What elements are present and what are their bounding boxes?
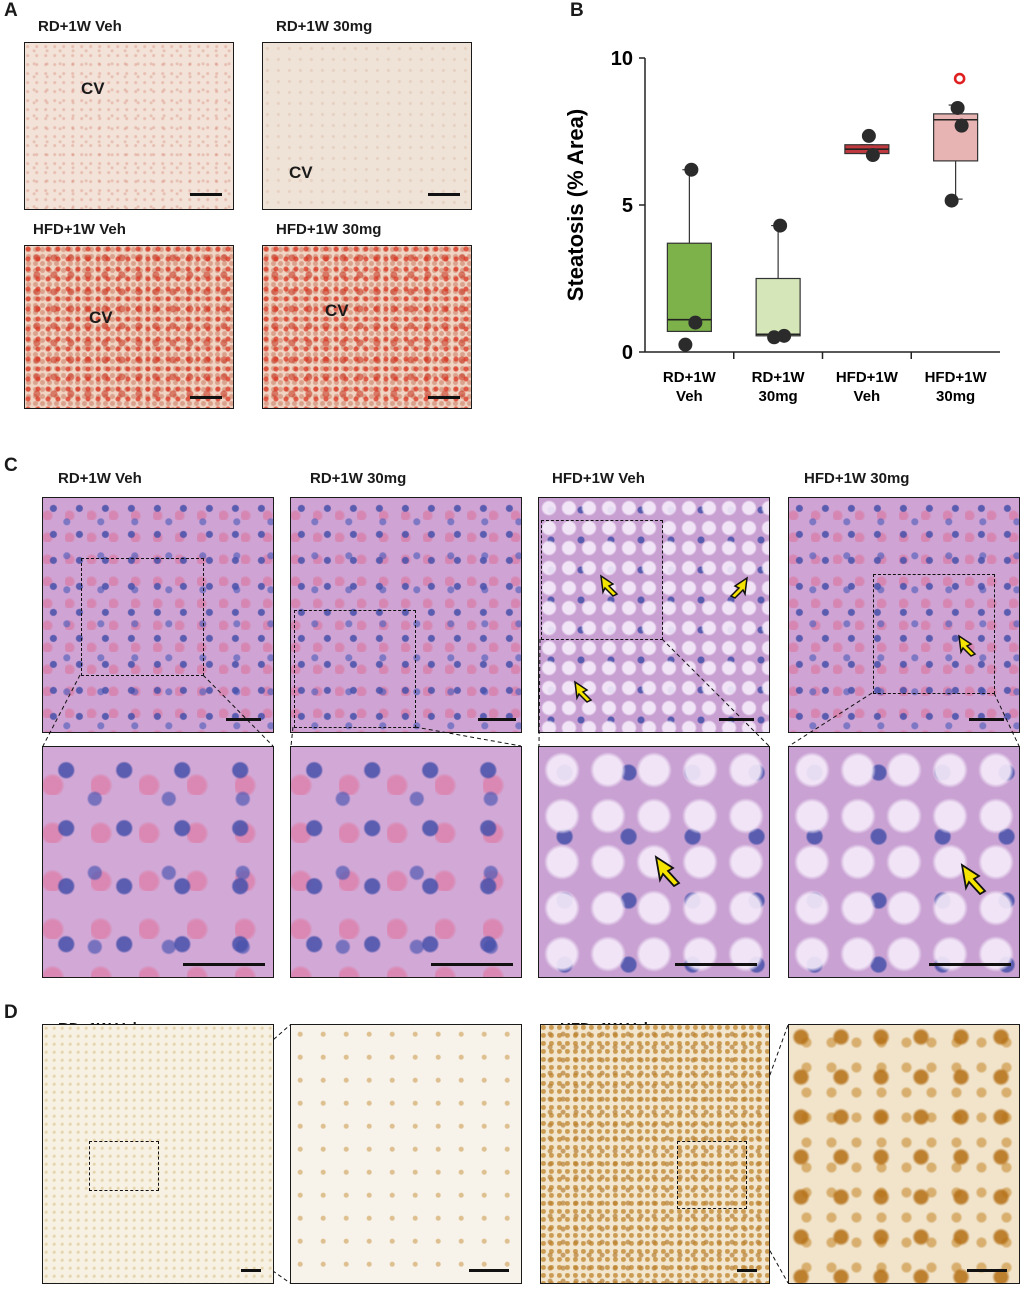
inflammatory-foci-arrow [958,634,977,657]
central-vein-label: CV [81,79,105,98]
inflammatory-foci-arrow [600,574,619,597]
scale-bar [719,718,754,721]
he-image-hfd-30mg [788,497,1020,733]
x-tick-label: Veh [854,388,881,405]
x-tick-label: HFD+1W [925,369,988,386]
scale-bar [675,963,757,966]
x-tick-label: 30mg [936,388,975,405]
steatosis-boxplot: Steatosis (% Area) 0 5 10 RD+1W Veh RD+1W 30m… [563,48,1000,405]
oro-image-rd-veh: CV [24,42,234,210]
data-point [954,118,969,133]
he-image-hfd-veh [538,497,770,733]
box-group [844,128,890,163]
x-tick-label: Veh [676,388,703,405]
he-image-rd-veh [42,497,274,733]
scale-bar [431,963,513,966]
dab-image-rd-veh [42,1024,274,1284]
central-vein-label: CV [289,163,313,182]
scale-bar [737,1269,757,1272]
data-point [688,315,703,330]
x-tick-label: RD+1W [752,369,806,386]
x-tick-label: HFD+1W [836,369,899,386]
box-iqr [755,277,801,337]
zoom-region-box [89,1141,159,1191]
data-point [678,337,693,352]
scale-bar [929,963,1011,966]
panel-d-letter: D [4,1002,18,1023]
zoom-region-box [873,574,995,694]
panel-c-letter: C [4,455,18,476]
panel-c-label-4: HFD+1W 30mg [804,470,910,487]
panel-a-label-2: RD+1W 30mg [276,18,373,35]
central-vein-label: CV [89,308,113,327]
panel-a-label-4: HFD+1W 30mg [276,221,382,238]
panel-a-label-3: HFD+1W Veh [33,221,126,238]
zoom-region-box [294,610,416,728]
zoom-region-box [541,520,663,640]
scale-bar [183,963,265,966]
panel-c-label-3: HFD+1W Veh [552,470,645,487]
box-group [933,72,979,208]
dab-zoom-hfd-veh [788,1024,1020,1284]
x-tick-label: 30mg [759,388,798,405]
x-tick-label: RD+1W [663,369,717,386]
dab-image-hfd-veh [540,1024,770,1284]
oro-image-hfd-veh: CV [24,245,234,409]
y-tick-label: 0 [622,342,633,364]
y-tick-label: 10 [611,48,633,70]
oro-image-rd-30mg: CV [262,42,472,210]
scale-bar [241,1269,261,1272]
data-point [950,100,965,115]
scale-bar [469,1269,509,1272]
y-tick-label: 5 [622,195,633,217]
inflammatory-foci-arrow [960,863,987,895]
scale-bar [428,193,460,196]
scale-bar [478,718,516,721]
he-zoom-rd-veh [42,746,274,978]
scale-bar [226,718,261,721]
zoom-region-box [677,1141,747,1209]
scale-bar [190,396,222,399]
he-image-rd-30mg [290,497,522,733]
data-point [773,218,788,233]
outlier-point [953,72,966,85]
zoom-region-box [81,558,204,676]
oro-image-hfd-30mg: CV [262,245,472,409]
data-point [944,193,959,208]
data-point [767,330,782,345]
scale-bar [190,193,222,196]
box-group [666,162,712,352]
he-zoom-rd-30mg [290,746,522,978]
data-point [684,162,699,177]
panel-c-label-2: RD+1W 30mg [310,470,407,487]
he-zoom-hfd-30mg [788,746,1020,978]
box-iqr [933,113,979,162]
y-axis-label: Steatosis (% Area) [563,109,588,301]
scale-bar [428,396,460,399]
dab-zoom-rd-veh [290,1024,522,1284]
inflammatory-foci-arrow [729,576,748,599]
panel-b-letter: B [570,0,584,21]
he-zoom-hfd-veh [538,746,770,978]
scale-bar [967,1269,1007,1272]
panel-c-label-1: RD+1W Veh [58,470,142,487]
data-point [861,128,876,143]
box-group [755,218,801,345]
inflammatory-foci-arrow [654,855,681,887]
panel-a-letter: A [4,0,18,21]
panel-a-label-1: RD+1W Veh [38,18,122,35]
inflammatory-foci-arrow [574,680,593,703]
data-point [865,148,880,163]
scale-bar [969,718,1004,721]
box-iqr [666,242,712,333]
central-vein-label: CV [325,301,349,320]
